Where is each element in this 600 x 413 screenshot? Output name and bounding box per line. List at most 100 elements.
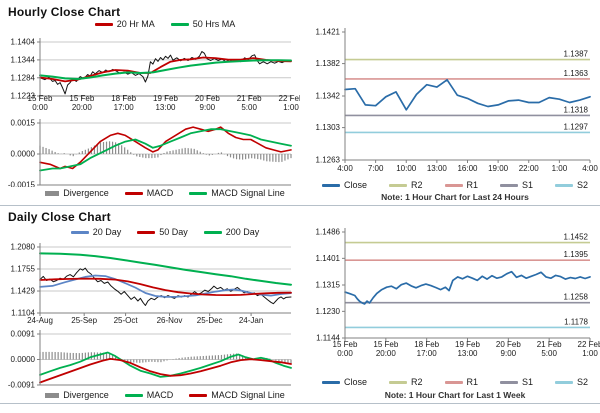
x-tick-label: 19 Feb — [153, 94, 178, 103]
pivot-24h-note: Note: 1 Hour Chart for Last 24 Hours — [381, 192, 529, 202]
legend-item-close: Close — [321, 377, 367, 387]
daily-macd-chart: 0.0091 0.0000 -0.0091 — [0, 329, 300, 390]
line-swatch-icon — [500, 380, 519, 384]
y-tick-label: 1.1104 — [11, 309, 35, 318]
x-tick-label: 19 Feb — [455, 340, 480, 349]
legend-item-r2: R2 — [388, 377, 423, 387]
y-tick-label: 1.1263 — [316, 156, 341, 165]
legend-label: S1 — [522, 180, 534, 190]
legend-label: S1 — [522, 377, 534, 387]
x-tick-label: 18 Feb — [414, 340, 439, 349]
hourly-section-title: Hourly Close Chart — [8, 5, 121, 19]
bar-swatch-icon — [45, 392, 60, 398]
x-tick-label: 16:00 — [457, 164, 478, 173]
pivot-label-r2: 1.1452 — [564, 233, 589, 242]
pivot-label-s2: 1.1178 — [564, 317, 588, 326]
legend-label: Divergence — [63, 188, 109, 198]
daily-price-series-50-day — [39, 277, 292, 296]
y-tick-label: 0.0015 — [11, 119, 36, 128]
line-swatch-icon — [444, 183, 463, 187]
x-tick-label: 0:00 — [32, 103, 48, 112]
legend-item-50-hrs-ma: 50 Hrs MA — [170, 19, 236, 29]
x-tick-label: 9:00 — [501, 349, 517, 358]
legend-item-s1: S1 — [500, 377, 533, 387]
legend-label: Divergence — [63, 390, 109, 400]
pivot-week-series-close — [344, 270, 591, 305]
line-swatch-icon — [444, 380, 463, 384]
y-tick-label: 1.1284 — [11, 73, 36, 82]
x-tick-label: 22:00 — [519, 164, 540, 173]
x-tick-label: 22 Feb — [279, 94, 300, 103]
y-tick-label: 1.1223 — [11, 92, 36, 101]
legend-item-macd: MACD — [124, 390, 173, 400]
hourly-price-series-50-hrs-ma — [39, 59, 292, 80]
legend-item-r2: R2 — [388, 180, 423, 190]
legend-item-s1: S1 — [500, 180, 533, 190]
y-tick-label: 1.1144 — [316, 334, 340, 343]
legend-label: MACD Signal Line — [211, 188, 285, 198]
legend-label: 50 Hrs MA — [192, 19, 236, 29]
pivot-week-svg: 1.1452 1.1395 1.1258 1.1178 1.1486 1.1401 1.13… — [316, 228, 600, 359]
line-swatch-icon — [94, 22, 113, 26]
x-tick-label: 20:00 — [376, 349, 397, 358]
x-tick-label: 21 Feb — [237, 94, 262, 103]
legend-item-macd-signal-line: MACD Signal Line — [189, 390, 285, 400]
x-tick-label: 24-Aug — [27, 316, 53, 325]
legend-item-close: Close — [321, 180, 367, 190]
pivot-week-legend: Close R2 R1 S1 S2 — [321, 377, 588, 387]
x-tick-label: 25-Oct — [114, 316, 139, 325]
y-tick-label: 1.1344 — [11, 55, 36, 64]
x-tick-label: 13:00 — [155, 103, 176, 112]
legend-item-50-day: 50 Day — [137, 227, 188, 237]
y-tick-label: 1.1382 — [316, 59, 341, 68]
legend-label: R1 — [466, 180, 479, 190]
x-tick-label: 22 Feb — [578, 340, 600, 349]
line-swatch-icon — [170, 22, 189, 26]
line-swatch-icon — [388, 183, 407, 187]
pivot-label-s2: 1.1297 — [564, 122, 589, 131]
line-swatch-icon — [124, 191, 143, 195]
legend-label: S2 — [577, 377, 589, 387]
legend-item-20-day: 20 Day — [70, 227, 121, 237]
legend-label: MACD Signal Line — [211, 390, 285, 400]
x-tick-label: 20 Feb — [496, 340, 521, 349]
x-tick-label: 4:00 — [337, 164, 353, 173]
daily-macd-legend: Divergence MACD MACD Signal Line — [40, 390, 290, 400]
legend-item-macd-signal-line: MACD Signal Line — [189, 188, 285, 198]
hourly-macd-series-macd — [39, 126, 292, 170]
x-tick-label: 24-Jan — [239, 316, 263, 325]
x-tick-label: 21 Feb — [537, 340, 562, 349]
y-tick-label: 1.1230 — [316, 307, 341, 316]
legend-label: Close — [343, 180, 367, 190]
y-tick-label: -0.0015 — [8, 181, 36, 188]
hourly-macd-svg: 0.0015 0.0000 -0.0015 — [8, 119, 292, 190]
y-tick-label: 1.2080 — [11, 243, 36, 252]
pivot-24h-series-close — [344, 78, 591, 111]
x-tick-label: 5:00 — [241, 103, 257, 112]
pivot-24h-legend: Close R2 R1 S1 S2 — [321, 180, 588, 190]
x-tick-label: 9:00 — [200, 103, 216, 112]
line-swatch-icon — [500, 183, 519, 187]
y-tick-label: 0.0000 — [11, 355, 36, 364]
x-tick-label: 0:00 — [337, 349, 353, 358]
daily-macd-svg: 0.0091 0.0000 -0.0091 — [8, 330, 292, 390]
daily-price-series-200-day — [39, 252, 292, 286]
daily-price-series-close — [39, 267, 292, 306]
hourly-macd-series-macd-signal-line — [39, 128, 292, 172]
x-tick-label: 15 Feb — [333, 340, 358, 349]
legend-label: R1 — [466, 377, 479, 387]
pivot-label-r1: 1.1395 — [564, 250, 589, 259]
legend-item-r1: R1 — [444, 377, 479, 387]
section-divider — [0, 205, 600, 206]
pivot-label-s1: 1.1318 — [564, 105, 589, 114]
y-tick-label: 1.1315 — [316, 281, 341, 290]
bottom-divider — [0, 403, 600, 404]
y-tick-label: 1.1486 — [316, 228, 341, 237]
x-tick-label: 20 Feb — [195, 94, 220, 103]
pivot-label-r2: 1.1387 — [564, 50, 589, 59]
x-tick-label: 19:00 — [488, 164, 509, 173]
x-tick-label: 10:00 — [396, 164, 417, 173]
x-tick-label: 25-Sep — [71, 316, 97, 325]
daily-section-title: Daily Close Chart — [8, 210, 111, 224]
